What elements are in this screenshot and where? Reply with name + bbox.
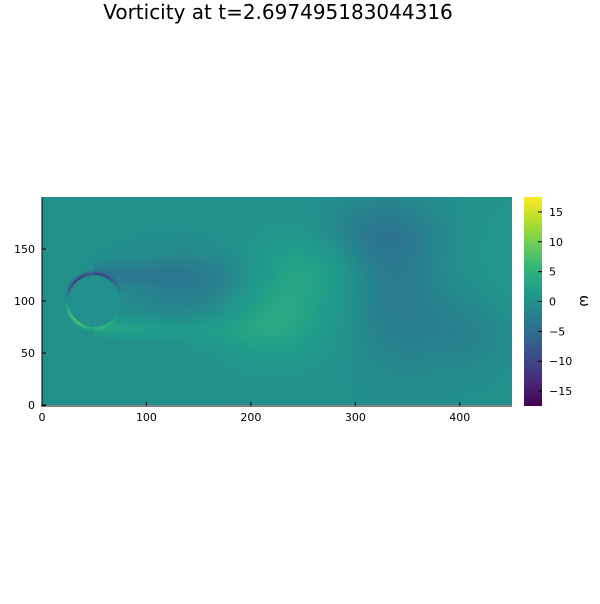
y-tick-label: 100 [14,295,35,308]
x-tick-label: 400 [449,411,470,424]
colorbar-tick-label: −5 [549,325,565,338]
y-tick-label: 0 [28,399,35,412]
y-axis-ticks: 0 50 100 150 [14,243,46,412]
vorticity-heatmap [42,197,512,405]
colorbar: 15 10 5 0 −5 −10 −15 ω [524,197,592,406]
colorbar-label: ω [576,295,592,307]
plot-area [42,197,512,405]
colorbar-tick-label: 5 [549,266,556,279]
colorbar-tick-label: 10 [549,236,563,249]
y-tick-label: 150 [14,243,35,256]
x-axis-ticks: 0 100 200 300 400 [39,402,470,424]
x-tick-label: 100 [136,411,157,424]
x-tick-label: 0 [39,411,46,424]
x-tick-label: 200 [240,411,261,424]
x-tick-label: 300 [345,411,366,424]
colorbar-ticks: 15 10 5 0 −5 −10 −15 [538,206,572,398]
colorbar-tick-label: 0 [549,296,556,309]
colorbar-tick-label: −15 [549,385,572,398]
chart-title: Vorticity at t=2.697495183044316 [103,0,453,24]
y-tick-label: 50 [21,347,35,360]
colorbar-gradient [524,197,542,406]
colorbar-tick-label: 15 [549,206,563,219]
colorbar-tick-label: −10 [549,355,572,368]
